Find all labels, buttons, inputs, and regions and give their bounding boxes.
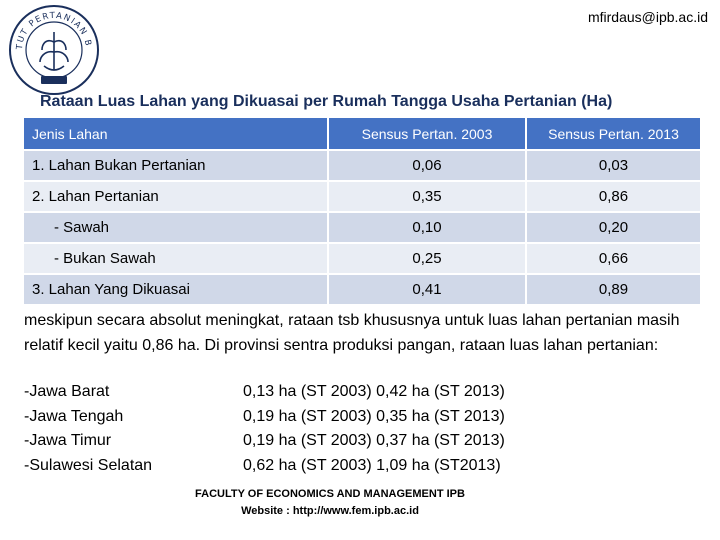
province-value: 0,62 ha (ST 2003) 1,09 ha (ST2013) (243, 456, 501, 474)
province-name: -Jawa Tengah (24, 407, 124, 425)
row-label: 1. Lahan Bukan Pertanian (24, 149, 329, 181)
table-row: 2. Lahan Pertanian 0,35 0,86 (24, 180, 700, 212)
page-title: Rataan Luas Lahan yang Dikuasai per Ruma… (40, 93, 613, 110)
footer-faculty: FACULTY OF ECONOMICS AND MANAGEMENT IPB (195, 488, 465, 500)
logo-text: INSTITUT PERTANIAN BOGOR (8, 4, 91, 51)
row-value-2013: 0,86 (526, 180, 700, 212)
row-label: 2. Lahan Pertanian (24, 180, 329, 212)
row-label: - Sawah (24, 211, 329, 243)
row-value-2013: 0,03 (526, 149, 700, 181)
ipb-logo: INSTITUT PERTANIAN BOGOR (8, 4, 99, 95)
province-value: 0,19 ha (ST 2003) 0,35 ha (ST 2013) (243, 407, 505, 425)
row-value-2013: 0,89 (526, 273, 700, 304)
row-value-2013: 0,66 (526, 242, 700, 274)
row-value-2003: 0,41 (328, 273, 527, 304)
row-value-2003: 0,25 (328, 242, 527, 274)
province-value: 0,13 ha (ST 2003) 0,42 ha (ST 2013) (243, 383, 505, 400)
row-label: - Bukan Sawah (24, 242, 329, 274)
table-row: 3. Lahan Yang Dikuasai 0,41 0,89 (24, 273, 700, 304)
body-paragraph: meskipun secara absolut meningkat, rataa… (24, 312, 680, 354)
col-header-sensus-2013: Sensus Pertan. 2013 (526, 118, 700, 150)
province-value: 0,19 ha (ST 2003) 0,37 ha (ST 2013) (243, 432, 505, 449)
table-row: - Sawah 0,10 0,20 (24, 211, 700, 243)
table-row: 1. Lahan Bukan Pertanian 0,06 0,03 (24, 149, 700, 181)
row-value-2013: 0,20 (526, 211, 700, 243)
row-value-2003: 0,10 (328, 211, 527, 243)
row-value-2003: 0,06 (328, 149, 527, 181)
col-header-sensus-2003: Sensus Pertan. 2003 (328, 118, 527, 150)
province-name: -Jawa Barat (24, 383, 110, 400)
header-email: mfirdaus@ipb.ac.id (587, 9, 708, 25)
footer-website: Website : http://www.fem.ipb.ac.id (241, 505, 419, 517)
table-row: - Bukan Sawah 0,25 0,66 (24, 242, 700, 274)
svg-text:INSTITUT PERTANIAN BOGOR: INSTITUT PERTANIAN BOGOR (8, 4, 93, 51)
row-label: 3. Lahan Yang Dikuasai (24, 273, 329, 304)
province-name: -Sulawesi Selatan (24, 456, 153, 474)
province-name: -Jawa Timur (24, 432, 112, 449)
footer: FACULTY OF ECONOMICS AND MANAGEMENT IPB … (0, 486, 660, 520)
col-header-jenis-lahan: Jenis Lahan (24, 118, 329, 150)
land-area-table: Jenis Lahan Sensus Pertan. 2003 Sensus P… (24, 118, 700, 304)
row-value-2003: 0,35 (328, 180, 527, 212)
table-header-row: Jenis Lahan Sensus Pertan. 2003 Sensus P… (24, 118, 700, 150)
